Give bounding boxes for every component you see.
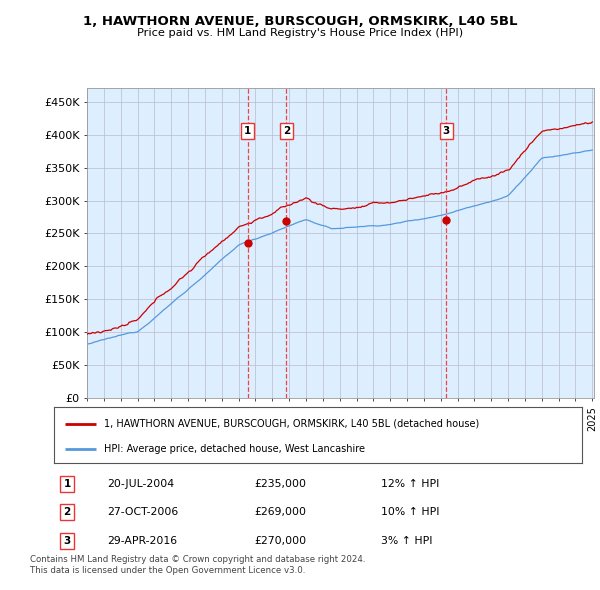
Text: £270,000: £270,000 bbox=[254, 536, 307, 546]
Text: £235,000: £235,000 bbox=[254, 479, 307, 489]
Text: 3: 3 bbox=[443, 126, 450, 136]
Text: 29-APR-2016: 29-APR-2016 bbox=[107, 536, 177, 546]
Text: 3% ↑ HPI: 3% ↑ HPI bbox=[382, 536, 433, 546]
Text: This data is licensed under the Open Government Licence v3.0.: This data is licensed under the Open Gov… bbox=[30, 566, 305, 575]
Text: Contains HM Land Registry data © Crown copyright and database right 2024.: Contains HM Land Registry data © Crown c… bbox=[30, 555, 365, 563]
Text: 3: 3 bbox=[64, 536, 71, 546]
Text: 2: 2 bbox=[64, 507, 71, 517]
Text: 2: 2 bbox=[283, 126, 290, 136]
Text: 12% ↑ HPI: 12% ↑ HPI bbox=[382, 479, 440, 489]
Text: Price paid vs. HM Land Registry's House Price Index (HPI): Price paid vs. HM Land Registry's House … bbox=[137, 28, 463, 38]
Text: 1, HAWTHORN AVENUE, BURSCOUGH, ORMSKIRK, L40 5BL: 1, HAWTHORN AVENUE, BURSCOUGH, ORMSKIRK,… bbox=[83, 15, 517, 28]
Text: 1: 1 bbox=[244, 126, 251, 136]
Text: £269,000: £269,000 bbox=[254, 507, 307, 517]
Text: 10% ↑ HPI: 10% ↑ HPI bbox=[382, 507, 440, 517]
Text: 1, HAWTHORN AVENUE, BURSCOUGH, ORMSKIRK, L40 5BL (detached house): 1, HAWTHORN AVENUE, BURSCOUGH, ORMSKIRK,… bbox=[104, 419, 479, 429]
Text: HPI: Average price, detached house, West Lancashire: HPI: Average price, detached house, West… bbox=[104, 444, 365, 454]
Text: 27-OCT-2006: 27-OCT-2006 bbox=[107, 507, 178, 517]
Text: 20-JUL-2004: 20-JUL-2004 bbox=[107, 479, 174, 489]
Text: 1: 1 bbox=[64, 479, 71, 489]
